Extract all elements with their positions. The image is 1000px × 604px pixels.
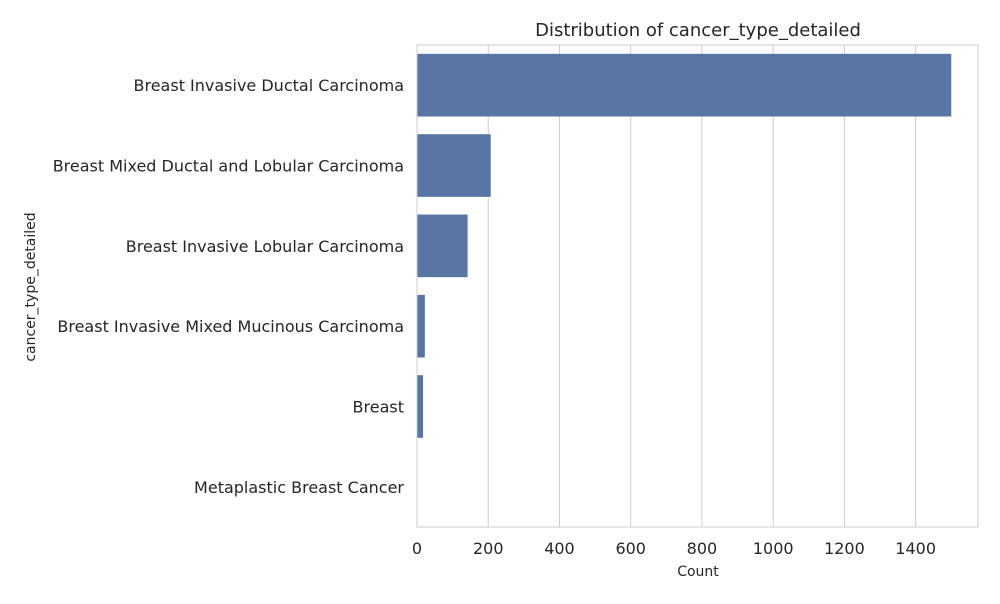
y-axis-label: cancer_type_detailed [23, 212, 39, 361]
category-label-1: Breast Invasive Ductal Carcinoma [134, 76, 405, 95]
category-label-4: Breast Invasive Mixed Mucinous Carcinoma [57, 317, 404, 336]
x-tick-label-200: 200 [473, 539, 504, 558]
x-tick-label-0: 0 [412, 539, 422, 558]
category-label-5: Breast [353, 398, 404, 417]
bar-4 [417, 295, 425, 358]
bar-5 [417, 375, 423, 438]
chart-title: Distribution of cancer_type_detailed [535, 20, 861, 41]
x-tick-label-1400: 1400 [895, 539, 936, 558]
category-label-2: Breast Mixed Ductal and Lobular Carcinom… [53, 157, 404, 176]
bar-2 [417, 134, 491, 197]
category-label-6: Metaplastic Breast Cancer [194, 478, 404, 497]
bar-3 [417, 215, 468, 278]
x-tick-label-400: 400 [544, 539, 575, 558]
x-tick-label-1200: 1200 [824, 539, 865, 558]
x-axis-label: Count [677, 564, 719, 580]
x-tick-label-1000: 1000 [753, 539, 794, 558]
x-tick-label-600: 600 [615, 539, 646, 558]
category-label-3: Breast Invasive Lobular Carcinoma [126, 237, 404, 256]
x-tick-label-800: 800 [687, 539, 718, 558]
bar-1 [417, 54, 951, 117]
